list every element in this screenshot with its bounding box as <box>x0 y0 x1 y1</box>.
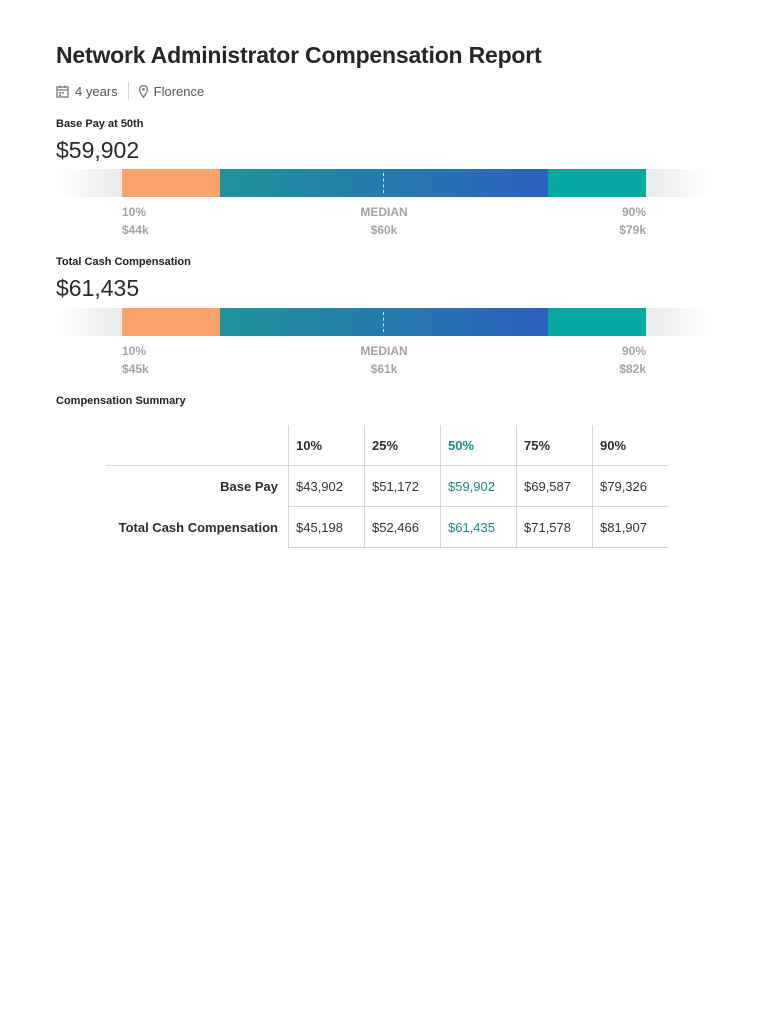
median-marker <box>383 312 384 332</box>
table-cell-highlighted: $59,902 <box>440 465 517 507</box>
bar-segment-75-90 <box>548 169 646 197</box>
experience-meta: 4 years <box>56 84 118 99</box>
total-cash-median-value: $61,435 <box>56 275 140 301</box>
tick-value: $60k <box>370 223 398 237</box>
base-pay-median-value: $59,902 <box>56 137 140 163</box>
table-cell-highlighted: $61,435 <box>440 506 517 548</box>
table-cell: $52,466 <box>364 506 441 548</box>
tick-label: MEDIAN <box>360 205 408 219</box>
table-cell: $51,172 <box>364 465 441 507</box>
column-header: 10% <box>288 425 365 466</box>
tick-value: $45k <box>122 362 149 376</box>
table-row: Total Cash Compensation $45,198 $52,466 … <box>106 506 668 548</box>
bar-segment-75-90 <box>548 308 646 336</box>
base-pay-range-bar <box>56 169 712 197</box>
bar-segment-25-75 <box>220 308 548 336</box>
tick-90-percent: 90% $82k <box>586 342 646 378</box>
tick-label: 90% <box>621 205 646 219</box>
table-header-row: 10% 25% 50% 75% 90% <box>106 425 668 466</box>
column-header: 75% <box>516 425 593 466</box>
tick-value: $82k <box>619 362 646 376</box>
table-cell: $43,902 <box>288 465 365 507</box>
tick-label: MEDIAN <box>360 344 408 358</box>
table-cell: $81,907 <box>592 506 668 548</box>
tick-10-percent: 10% $44k <box>122 203 149 239</box>
tick-10-percent: 10% $45k <box>122 342 149 378</box>
meta-divider <box>127 82 129 100</box>
report-meta: 4 years Florence <box>56 82 204 100</box>
column-header: 25% <box>364 425 441 466</box>
column-header-highlighted: 50% <box>440 425 517 466</box>
bar-segment-10-25 <box>122 169 220 197</box>
bar-segment-10-25 <box>122 308 220 336</box>
table-cell: $71,578 <box>516 506 593 548</box>
location-pin-icon <box>138 84 148 98</box>
location-text: Florence <box>153 83 205 99</box>
summary-title: Compensation Summary <box>56 395 186 407</box>
calendar-icon <box>56 85 69 98</box>
tick-label: 10% <box>122 205 147 219</box>
row-label: Base Pay <box>220 478 278 494</box>
tick-value: $61k <box>370 362 398 376</box>
table-cell: $79,326 <box>592 465 668 507</box>
table-cell: $45,198 <box>288 506 365 548</box>
median-marker <box>383 173 384 193</box>
compensation-summary-table: 10% 25% 50% 75% 90% Base Pay $43,902 $51… <box>106 425 668 548</box>
tick-value: $79k <box>619 223 646 237</box>
row-label: Total Cash Compensation <box>118 519 278 535</box>
total-cash-label: Total Cash Compensation <box>56 256 191 268</box>
tick-median: MEDIAN $60k <box>344 203 424 239</box>
base-pay-label: Base Pay at 50th <box>56 118 144 130</box>
column-header: 90% <box>592 425 668 466</box>
bar-segment-25-75 <box>220 169 548 197</box>
table-row: Base Pay $43,902 $51,172 $59,902 $69,587… <box>106 465 668 507</box>
tick-label: 90% <box>621 344 646 358</box>
header-empty-cell <box>106 425 289 466</box>
page-title: Network Administrator Compensation Repor… <box>56 42 542 68</box>
experience-text: 4 years <box>75 83 118 99</box>
tick-median: MEDIAN $61k <box>344 342 424 378</box>
tick-value: $44k <box>122 223 149 237</box>
total-cash-range-bar <box>56 308 712 336</box>
location-meta: Florence <box>138 83 205 99</box>
tick-90-percent: 90% $79k <box>586 203 646 239</box>
tick-label: 10% <box>122 344 147 358</box>
table-cell: $69,587 <box>516 465 593 507</box>
